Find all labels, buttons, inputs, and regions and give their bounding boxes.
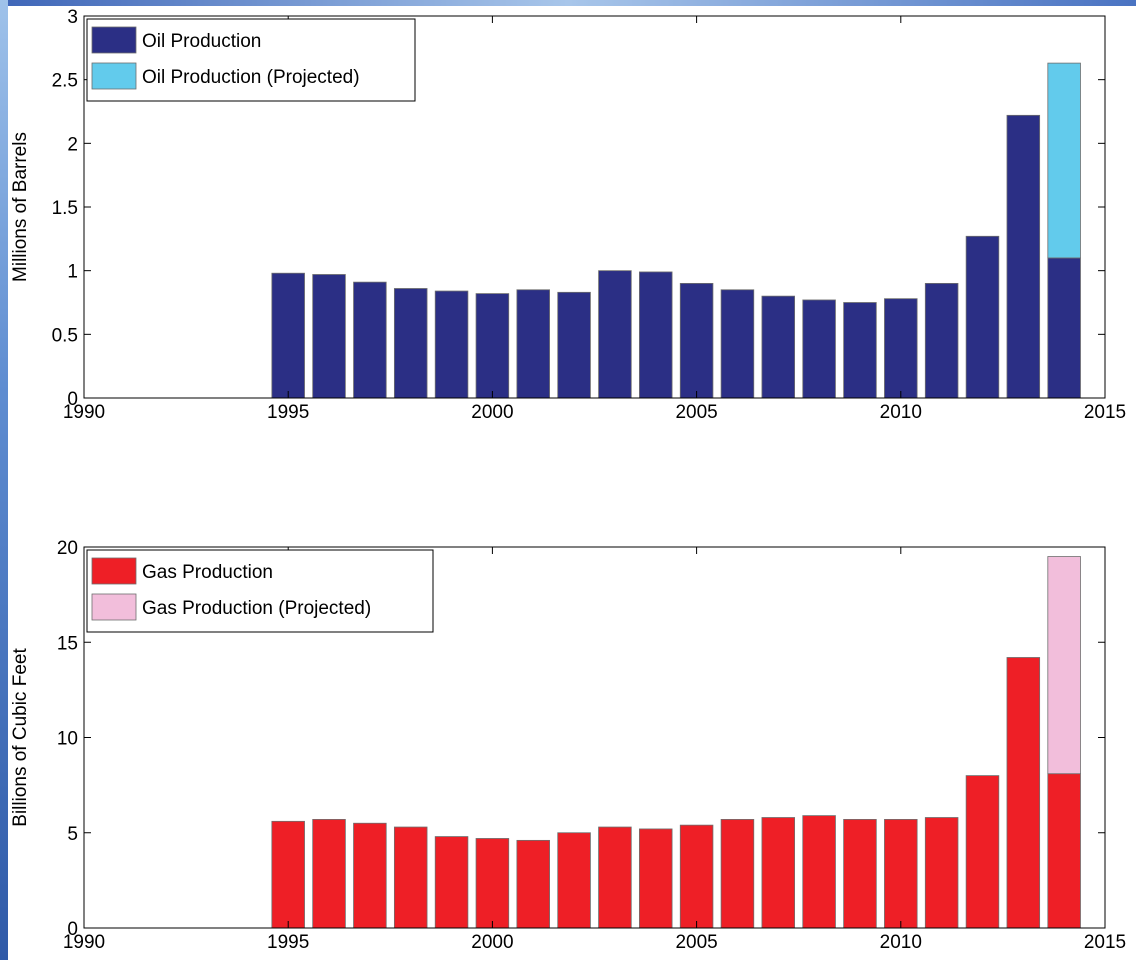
legend-swatch [91, 593, 137, 621]
legend-box [86, 18, 416, 102]
bar [924, 817, 959, 929]
bar [353, 281, 387, 399]
bar [884, 819, 918, 929]
bar [598, 270, 632, 399]
bar [720, 289, 755, 399]
bar [884, 298, 918, 399]
bar [516, 839, 550, 929]
y-tick-label: 5 [67, 824, 78, 845]
y-tick-label: 20 [57, 538, 78, 559]
bar [393, 288, 428, 399]
y-tick-label: 10 [57, 729, 78, 750]
bar [965, 775, 1000, 929]
bar [802, 815, 836, 929]
bar [271, 820, 305, 929]
y-tick-label: 2 [67, 134, 78, 155]
bar [802, 299, 836, 399]
y-tick-label: 1.5 [52, 198, 78, 219]
y-tick-label: 0 [67, 389, 78, 410]
bar [475, 293, 510, 399]
bar [761, 295, 796, 399]
bar [965, 235, 1000, 399]
bar [639, 271, 673, 399]
y-tick-label: 15 [57, 633, 78, 654]
bar [1047, 257, 1081, 399]
bar [598, 826, 632, 929]
bar [434, 836, 469, 929]
bar [843, 302, 877, 399]
x-tick-label: 2000 [471, 402, 513, 423]
bar [679, 282, 714, 399]
legend: Gas Production Gas Production (Projected) [86, 549, 434, 633]
bar [475, 838, 510, 929]
bar [271, 272, 305, 399]
y-axis-label: Billions of Cubic Feet [10, 648, 31, 827]
x-tick-label: 1990 [63, 402, 105, 423]
x-tick-label: 2000 [471, 932, 513, 953]
bar [353, 822, 387, 929]
slide-left-band [0, 0, 8, 960]
y-tick-label: 2.5 [52, 71, 78, 92]
oil-production-chart: 1990 1995 2000 2005 2010 2015 0 0.5 1 1.5 2 2.5 3 Mil… [10, 7, 1126, 423]
bar [557, 832, 591, 929]
y-tick-label: 3 [67, 7, 78, 28]
y-tick-label: 0.5 [52, 325, 78, 346]
bar [761, 817, 796, 929]
bar [516, 289, 550, 399]
legend-entry-label: Oil Production (Projected) [142, 67, 360, 88]
bar [557, 291, 591, 399]
y-tick-label: 1 [67, 262, 78, 283]
legend-entry-label: Oil Production [142, 31, 261, 52]
legend-entry-label: Gas Production (Projected) [142, 598, 371, 619]
bar [1006, 114, 1041, 399]
y-axis-label: Millions of Barrels [10, 132, 31, 282]
x-tick-label: 1995 [267, 402, 309, 423]
legend: Oil Production Oil Production (Projected) [86, 18, 416, 102]
y-tick-label: 0 [67, 919, 78, 940]
slide-top-band [0, 0, 1136, 6]
legend-box [86, 549, 434, 633]
bar [720, 819, 755, 929]
bars-group [271, 556, 1081, 929]
bar-projected [1047, 62, 1081, 259]
x-tick-label: 2005 [675, 402, 717, 423]
x-tick-label: 2010 [880, 932, 922, 953]
bar [434, 290, 469, 399]
x-tick-label: 2010 [880, 402, 922, 423]
legend-swatch [91, 557, 137, 585]
bar [1047, 773, 1081, 929]
x-tick-label: 1995 [267, 932, 309, 953]
bar [843, 819, 877, 929]
x-tick-label: 1990 [63, 932, 105, 953]
legend-entry-label: Gas Production [142, 562, 273, 583]
bar [639, 828, 673, 929]
bar [1006, 657, 1041, 929]
bar [393, 826, 428, 929]
legend-swatch [91, 26, 137, 54]
x-tick-label: 2005 [675, 932, 717, 953]
bar [924, 282, 959, 399]
bar [312, 819, 346, 929]
x-tick-label: 2015 [1084, 932, 1126, 953]
bar [679, 824, 714, 929]
x-tick-label: 2015 [1084, 402, 1126, 423]
bar-projected [1047, 556, 1081, 775]
bars-group [271, 62, 1081, 399]
bar [312, 274, 346, 399]
legend-swatch [91, 62, 137, 90]
gas-production-chart: 1990 1995 2000 2005 2010 2015 0 5 10 15 20 Billions… [10, 538, 1126, 953]
